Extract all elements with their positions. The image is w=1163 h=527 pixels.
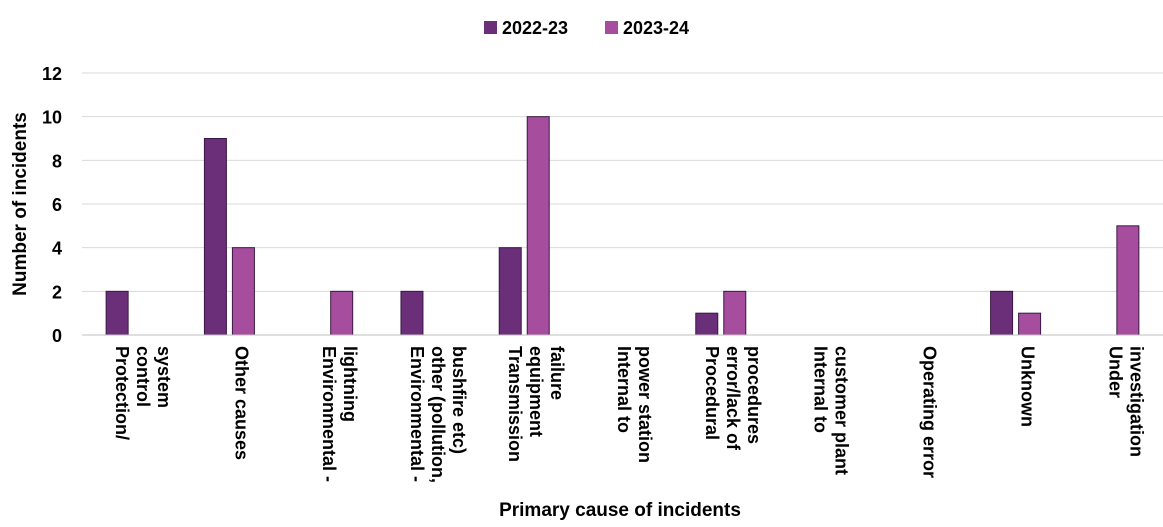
x-tick-label: Environmental - lightning: [319, 346, 360, 482]
y-tick-label: 8: [52, 151, 62, 171]
bar-2022-23: [990, 290, 1014, 336]
bar-2022-23: [400, 290, 424, 336]
legend: 2022-23 2023-24: [484, 18, 689, 38]
x-tick-label-line: Under: [1105, 346, 1125, 398]
y-axis-label: Number of incidents: [10, 112, 31, 296]
bar-2023-24: [1116, 225, 1140, 336]
y-tick-label: 6: [52, 195, 62, 215]
x-tick-label-line: Unknown: [1018, 346, 1038, 427]
x-tick-label: Protection/control system: [112, 346, 174, 440]
x-tick-label: Under investigation: [1105, 346, 1146, 457]
x-tick-label-line: Internal to: [614, 346, 634, 433]
y-tick-label: 10: [42, 108, 62, 128]
x-tick-label-line: procedures: [744, 346, 764, 444]
legend-swatch: [605, 21, 618, 34]
y-axis-ticks: 0 2 4 6 8 10 12: [42, 64, 62, 346]
x-tick-label-line: Protection/: [112, 346, 132, 440]
x-tick-label-line: customer plant: [832, 346, 852, 475]
x-tick-label: Other causes: [231, 346, 251, 460]
x-tick-label: Internal to power station: [614, 346, 655, 463]
x-tick-label-line: Other causes: [231, 346, 251, 460]
x-tick-label-line: failure: [547, 346, 567, 400]
x-tick-label-line: other (pollution,: [428, 346, 448, 483]
bar-2023-24: [330, 290, 354, 336]
x-tick-label-line: error/lack of: [723, 346, 743, 451]
y-tick-label: 4: [52, 239, 62, 259]
legend-label: 2023-24: [623, 18, 689, 38]
x-tick-label: Internal to customer plant: [811, 346, 852, 475]
x-tick-label-line: lightning: [340, 346, 360, 422]
x-tick-label-line: investigation: [1126, 346, 1146, 457]
x-tick-label: Environmental - other (pollution, bushfire…: [407, 346, 469, 483]
y-tick-label: 12: [42, 64, 62, 84]
x-tick-label-line: bushfire etc): [449, 346, 469, 454]
x-tick-label-line: Operating error: [919, 346, 939, 478]
x-tick-label-line: control: [133, 346, 153, 407]
x-axis-label: Primary cause of incidents: [499, 500, 741, 521]
gridlines: [82, 72, 1163, 292]
bar-2022-23: [695, 312, 719, 336]
y-tick-label: 0: [52, 326, 62, 346]
x-tick-label: Operating error: [919, 346, 939, 478]
x-tick-label-line: Transmission: [505, 346, 525, 462]
legend-swatch: [484, 21, 497, 34]
y-tick-label: 2: [52, 282, 62, 302]
bar-2023-24: [723, 290, 747, 336]
bar-2023-24: [231, 247, 255, 336]
bar-2022-23: [105, 290, 129, 336]
x-tick-label-line: Environmental -: [319, 346, 339, 482]
x-tick-label: Procedural error/lack of procedures: [702, 346, 764, 451]
bar-2022-23: [203, 138, 227, 336]
x-tick-label: Transmission equipment failure: [505, 346, 567, 462]
x-tick-label-line: equipment: [526, 346, 546, 437]
bar-2023-24: [1018, 312, 1042, 336]
bar-2022-23: [498, 247, 522, 336]
x-tick-label-line: system: [154, 346, 174, 408]
x-tick-label: Unknown: [1018, 346, 1038, 427]
x-axis-ticks: Protection/control system Other causes Envi…: [112, 346, 1146, 483]
x-tick-label-line: Procedural: [702, 346, 722, 440]
bar-2023-24: [526, 116, 550, 336]
x-tick-label-line: Environmental -: [407, 346, 427, 482]
x-tick-label-line: power station: [635, 346, 655, 463]
legend-label: 2022-23: [502, 18, 568, 38]
x-tick-label-line: Internal to: [811, 346, 831, 433]
bars: [105, 116, 1140, 336]
